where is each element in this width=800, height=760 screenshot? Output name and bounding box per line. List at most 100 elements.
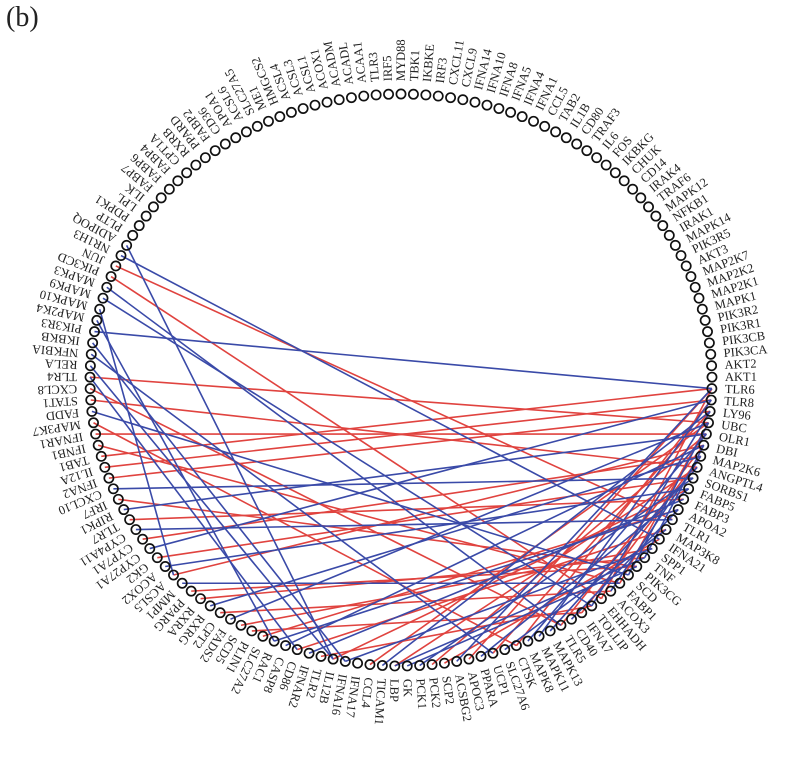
node-label-tlr8: TLR8 [724,394,755,410]
node-jun [110,260,122,272]
node-tlr7 [124,514,136,526]
node-acsl4 [285,106,297,118]
node-gk [401,660,413,672]
node-label-tlr4: TLR4 [46,370,77,384]
node-akt3 [680,260,692,272]
node-ly96 [704,405,716,417]
node-irak4 [635,192,647,204]
node-acsl3 [297,103,309,114]
node-tlr4 [84,371,96,383]
node-pdpk1 [133,220,145,232]
node-map2k2 [689,281,701,293]
node-pik3cb [703,337,715,349]
node-rxrg [204,600,216,612]
node-fabp6 [163,183,175,195]
node-pik3r5 [675,250,687,261]
node-casp8 [280,640,292,652]
node-apoc3 [463,653,475,665]
node-pik3cg [631,561,643,572]
node-tlr1 [666,514,678,526]
node-ifna16 [339,655,351,667]
node-map2k7 [685,271,697,282]
node-rxrb [190,159,202,171]
node-ifna17 [352,657,364,669]
edge-adipoq-il12b [125,244,334,660]
node-pck1 [414,660,426,671]
node-ripk1 [118,504,130,516]
edge-pik3cd-ehhadh [110,275,602,600]
node-acox2 [159,561,171,572]
node-label-lbp: LBP [387,679,401,702]
edge-apoc3-tlr6 [468,388,713,660]
node-label-pik3ca: PIK3CA [723,342,768,360]
node-acsl6 [240,126,252,138]
edge-mapk13-angptl4 [549,466,698,632]
node-mmp1 [176,577,188,589]
node-ifna14 [469,96,481,108]
node-ppara [475,650,487,662]
node-ccl5 [539,120,551,132]
edge-ifna7-map2k6 [581,455,702,614]
node-fadd [86,405,98,417]
node-stat1 [85,394,97,406]
node-ifna4 [516,111,528,123]
node-cd36 [219,138,231,150]
node-label-akt1: AKT1 [725,370,757,384]
node-ifna2 [103,472,115,484]
edge-casp8-dbi [285,444,705,647]
node-apoa1 [230,132,242,144]
node-cyp4a11 [130,524,142,536]
node-ticam1 [376,660,388,671]
node-ilk [148,201,159,213]
edge-rela-il12b [89,365,334,660]
node-rxra [195,593,207,605]
node-cxcl11 [445,92,457,104]
node-ifna21 [653,533,665,545]
node-ikbkb [87,337,99,349]
node-acox3 [605,585,617,597]
node-label-ly96: LY96 [722,406,751,423]
panel-label: (b) [6,2,39,33]
node-akt2 [706,360,718,372]
node-acsl5 [168,569,179,581]
node-slc27a5 [251,120,263,132]
edge-tollip-ly96 [591,410,711,607]
node-label-nfkbia: NFKBIA [31,342,79,360]
node-mapk3 [101,281,113,293]
node-fabp4 [172,175,184,187]
node-ifnb1 [92,439,104,451]
node-ifna5 [505,106,517,118]
node-ifna1 [528,115,539,127]
node-mapk11 [533,630,545,642]
node-map3k8 [660,524,672,536]
node-fabp3 [678,493,690,505]
edge-cxcl10-sorbs1 [113,477,694,490]
node-scd5 [235,619,247,631]
node-irf5 [383,88,395,100]
node-pik3r3 [89,326,100,338]
node-label-tbk1: TBK1 [407,50,422,82]
edges-layer [89,244,713,667]
node-mapk8 [522,635,534,647]
node-rac1 [268,635,280,647]
node-nfkbia [85,348,97,360]
node-acox1 [321,96,333,108]
node-label-ubc: UBC [720,418,748,436]
node-fabp5 [683,483,695,495]
node-tbk1 [407,88,419,100]
node-label-ifna17: IFNA17 [343,675,363,718]
node-sorbs1 [687,472,699,484]
node-map3k7 [88,417,99,429]
node-mapk13 [544,625,556,637]
edge-gk-pik3cg [406,565,638,667]
node-ifna7 [576,607,588,619]
edge-pck2-olr1 [431,433,707,666]
node-fos [600,159,612,171]
node-il12b [327,653,339,665]
node-cxcl10 [107,483,119,495]
node-tollip [586,600,598,612]
node-label-ikbkb: IKBKB [40,329,80,348]
node-pik3r1 [702,326,713,338]
edge-ifnb1-fabp1 [97,444,621,585]
